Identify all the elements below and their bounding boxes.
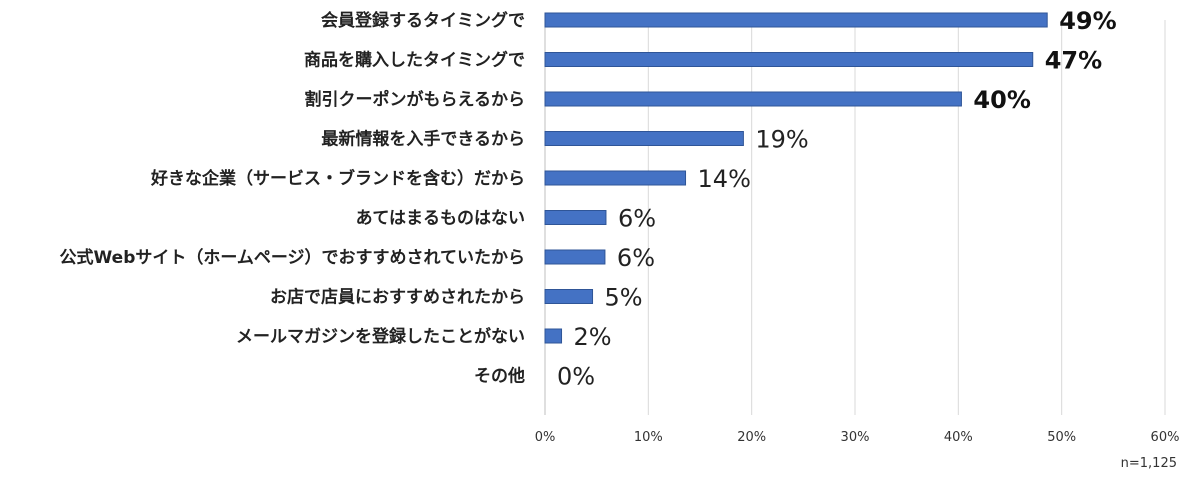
x-tick-label: 50% bbox=[1047, 430, 1076, 445]
category-label: お店で店員におすすめされたから bbox=[270, 287, 525, 308]
data-label: 49% bbox=[1059, 7, 1116, 35]
data-label: 6% bbox=[618, 205, 656, 233]
category-label: 最新情報を入手できるから bbox=[321, 129, 525, 150]
bar bbox=[544, 12, 1048, 28]
category-label: 割引クーポンがもらえるから bbox=[305, 89, 526, 110]
data-label: 40% bbox=[973, 86, 1030, 114]
bar bbox=[544, 249, 606, 265]
data-label: 6% bbox=[617, 244, 655, 272]
value-labels: 49% 47% 40% 19%14% 6% 6% 5% 2% 0% bbox=[557, 7, 1117, 391]
x-tick-label: 60% bbox=[1151, 430, 1180, 445]
x-tick-label: 10% bbox=[634, 430, 663, 445]
category-label: 好きな企業（サービス・ブランドを含む）だから bbox=[150, 168, 525, 189]
bar bbox=[544, 170, 687, 186]
bar bbox=[544, 91, 962, 107]
grid-lines bbox=[544, 20, 1166, 415]
bar bbox=[544, 289, 594, 304]
bar bbox=[544, 328, 563, 344]
data-label: 2% bbox=[574, 323, 612, 351]
category-label: 公式Webサイト（ホームページ）でおすすめされていたから bbox=[60, 247, 525, 268]
category-label: 商品を購入したタイミングで bbox=[304, 50, 525, 71]
x-tick-label: 20% bbox=[737, 430, 766, 445]
bar bbox=[544, 210, 607, 225]
data-label: 14% bbox=[698, 165, 751, 193]
x-axis-ticks: 0% 10% 20% 30% 40% 50% 60% bbox=[535, 430, 1180, 445]
bars bbox=[544, 12, 1048, 344]
sample-size-note: n=1,125 bbox=[1121, 456, 1177, 471]
category-label: その他 bbox=[474, 366, 525, 387]
data-label: 47% bbox=[1045, 47, 1102, 75]
data-label: 0% bbox=[557, 363, 595, 391]
category-label: 会員登録するタイミングで bbox=[321, 10, 525, 31]
data-label: 5% bbox=[605, 284, 643, 312]
category-labels: 会員登録するタイミングで商品を購入したタイミングで割引クーポンがもらえるから最新… bbox=[60, 10, 525, 387]
category-label: メールマガジンを登録したことがない bbox=[236, 326, 525, 347]
category-label: あてはまるものはない bbox=[356, 209, 525, 229]
x-tick-label: 0% bbox=[535, 430, 556, 445]
x-tick-label: 30% bbox=[841, 430, 870, 445]
x-tick-label: 40% bbox=[944, 430, 973, 445]
data-label: 19% bbox=[755, 126, 808, 154]
bar bbox=[544, 131, 744, 146]
bar bbox=[544, 52, 1034, 67]
